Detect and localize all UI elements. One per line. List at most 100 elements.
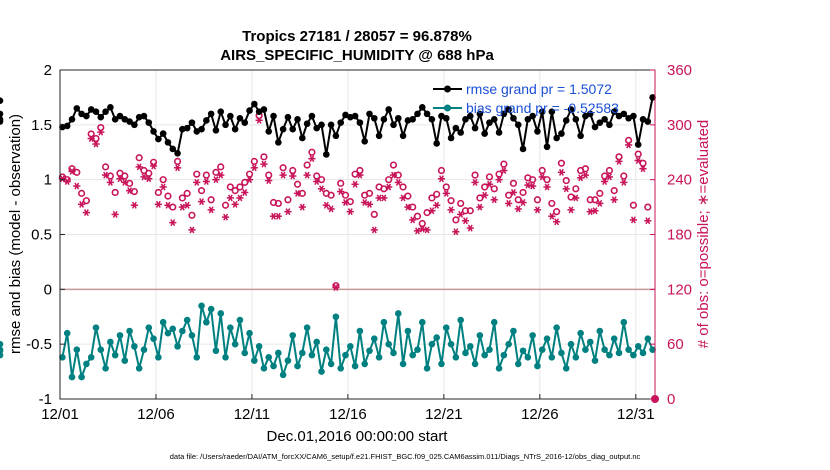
rmse-point [97, 113, 105, 121]
obs-evaluated-point [125, 187, 134, 195]
obs-possible-point [500, 160, 508, 168]
obs-evaluated-point [284, 208, 292, 216]
rmse-point [308, 112, 316, 120]
obs-possible-point [365, 189, 374, 197]
obs-possible-point [356, 166, 364, 175]
obs-possible-point [605, 166, 614, 175]
obs-possible-point [236, 183, 244, 191]
obs-possible-point [154, 188, 162, 197]
obs-evaluated-point [471, 178, 479, 186]
rmse-point [207, 110, 215, 118]
y-tick-label: 0.5 [31, 227, 52, 244]
obs-possible-point [442, 183, 450, 191]
obs-possible-point [596, 189, 604, 197]
obs-possible-point [385, 176, 393, 184]
rmse-point [111, 116, 119, 123]
obs-evaluated-point [509, 188, 518, 196]
obs-evaluated-point [514, 205, 522, 213]
obs-possible-point [125, 179, 134, 187]
rmse-point [577, 132, 584, 140]
bias-point [418, 318, 426, 326]
rmse-point [370, 114, 378, 122]
rmse-point [481, 130, 488, 137]
rmse-point [620, 110, 628, 118]
obs-possible-point [553, 208, 561, 216]
bias-point [318, 368, 325, 375]
rmse-point [366, 110, 373, 118]
rmse-point [442, 114, 450, 122]
bias-point [83, 360, 90, 368]
obs-evaluated-point [485, 180, 494, 188]
bias-point [198, 302, 205, 310]
rmse-point [275, 139, 282, 146]
bias-point [356, 327, 364, 335]
rmse-point [159, 130, 167, 137]
obs-evaluated-point [154, 200, 162, 208]
legend-bias-marker [444, 104, 451, 112]
rmse-point [289, 125, 297, 133]
rmse-point [601, 116, 608, 123]
bias-point [279, 371, 287, 379]
bias-point [308, 351, 316, 359]
obs-evaluated-point [370, 226, 378, 234]
obs-possible-point [159, 176, 167, 184]
bias-point [145, 324, 153, 332]
bias-point [409, 351, 416, 359]
rmse-point [572, 116, 580, 123]
obs-evaluated-point [418, 225, 426, 233]
rmse-point [510, 114, 517, 122]
rmse-point [591, 123, 599, 131]
rmse-point [519, 145, 527, 153]
rmse-point [260, 106, 268, 113]
rmse-point [414, 110, 421, 118]
bias-point [534, 362, 541, 370]
obs-evaluated-point [121, 178, 129, 186]
obs-possible-point [572, 185, 580, 193]
obs-possible-point [313, 172, 321, 180]
bias-point [102, 364, 109, 372]
obs-possible-point [145, 169, 153, 177]
obs-evaluated-point [317, 185, 326, 193]
bias-point [582, 346, 589, 353]
rmse-point [236, 114, 244, 122]
bias-point [265, 354, 273, 361]
obs-possible-point [87, 130, 95, 138]
bias-point [97, 346, 105, 353]
obs-evaluated-point [226, 194, 234, 202]
obs-possible-point [533, 196, 542, 204]
obs-possible-point [265, 171, 273, 179]
rmse-point [634, 141, 642, 148]
obs-possible-point [346, 198, 354, 206]
rmse-point [562, 117, 570, 124]
obs-possible-point [82, 197, 90, 205]
obs-evaluated-point [639, 165, 647, 173]
rmse-point [203, 117, 210, 124]
rmse-point [399, 132, 407, 140]
obs-evaluated-point [605, 173, 614, 181]
y-tick-label: 1.5 [31, 117, 52, 134]
rmse-point [596, 119, 604, 126]
rmse-point [303, 120, 311, 128]
y-tick-label: -0.5 [26, 336, 52, 353]
obs-evaluated-point [308, 155, 316, 163]
obs-evaluated-point [385, 183, 393, 191]
rmse-point [68, 116, 76, 123]
obs-possible-point [303, 161, 311, 169]
bias-point [135, 364, 143, 372]
bias-point [577, 329, 584, 337]
obs-evaluated-point [562, 185, 570, 193]
y2-tick-label: 240 [667, 172, 692, 189]
rmse-point [318, 121, 325, 129]
rmse-point [83, 112, 90, 120]
obs-possible-point [433, 190, 441, 198]
obs-evaluated-point [423, 226, 431, 234]
obs-evaluated-point [327, 205, 335, 213]
bias-point [601, 346, 608, 353]
obs-evaluated-point [601, 178, 609, 185]
rmse-point [567, 106, 575, 113]
obs-possible-point [193, 170, 201, 178]
rmse-point [558, 130, 565, 137]
obs-possible-point [567, 193, 575, 201]
rmse-point [155, 135, 162, 143]
bias-point [131, 343, 138, 350]
